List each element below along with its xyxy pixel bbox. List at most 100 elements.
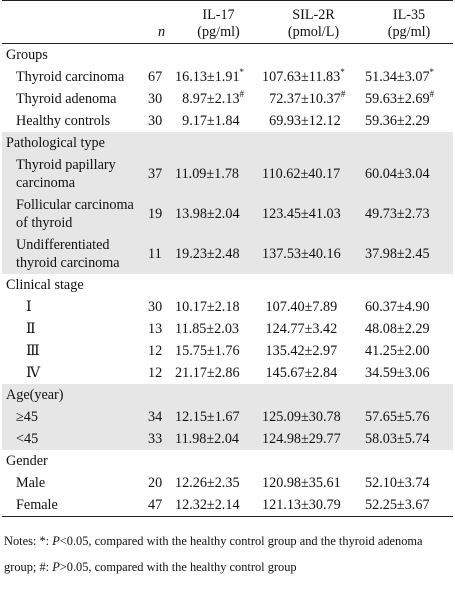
row-n: 12 xyxy=(148,343,163,359)
row-sil2r-value: 135.42±2.97 xyxy=(265,343,338,359)
row-il17: 12.15±1.67 xyxy=(175,406,262,428)
row-sil2r-value: 72.37±10.37 xyxy=(269,91,341,107)
row-il35: 52.10±3.74 xyxy=(365,475,430,491)
row-il35: 57.65±5.76 xyxy=(365,406,453,428)
row-sil2r: 110.62±40.17 xyxy=(262,154,365,194)
row-label: Undifferentiated thyroid carcinoma xyxy=(2,234,148,274)
notes-p-symbol-2: P xyxy=(52,560,60,574)
table-row: <45 33 11.98±2.04 124.98±29.77 58.03±5.7… xyxy=(2,428,453,450)
notes-text-2: >0.05, compared with the healthy control… xyxy=(59,560,297,574)
row-il35-mark: # xyxy=(429,89,435,99)
row-il35-value: 59.36±2.29 xyxy=(365,113,430,129)
header-sil2r-name: SIL-2R xyxy=(292,7,335,23)
header-il35-name: IL-35 xyxy=(392,7,426,23)
row-label: Thyroid papillary carcinoma xyxy=(2,154,148,194)
row-sil2r-value: 107.63±11.83 xyxy=(262,69,341,85)
row-label: <45 xyxy=(2,428,148,450)
header-il17-name: IL-17 xyxy=(202,7,235,23)
section-title-clinical-stage: Clinical stage xyxy=(2,274,453,296)
row-label: ≥45 xyxy=(2,406,148,428)
header-il35: IL-35 (pg/ml) xyxy=(365,1,453,44)
row-label: Ⅰ xyxy=(26,299,32,315)
header-n: n xyxy=(157,24,166,40)
table-row: Ⅱ 13 11.85±2.03 124.77±3.42 48.08±2.29 xyxy=(2,318,453,340)
section-title: Age(year) xyxy=(2,384,453,406)
row-label: Ⅲ xyxy=(26,343,40,359)
section-title-age: Age(year) xyxy=(2,384,453,406)
row-il35: 34.59±3.06 xyxy=(365,365,430,381)
row-n: 30 xyxy=(148,91,163,107)
header-il17-unit: (pg/ml) xyxy=(197,24,240,40)
section-title: Clinical stage xyxy=(6,277,84,293)
row-il35: 60.37±4.90 xyxy=(365,299,430,315)
row-n: 30 xyxy=(148,113,163,129)
row-label: Healthy controls xyxy=(16,113,111,129)
section-title-pathological-type: Pathological type xyxy=(2,132,453,154)
row-n: 37 xyxy=(148,154,175,194)
row-il17-mark: # xyxy=(239,89,245,99)
table-row: Healthy controls 30 9.17±1.84 69.93±12.1… xyxy=(2,110,453,132)
section-title-gender: Gender xyxy=(2,450,453,472)
notes-text-1: <0.05, compared with the healthy control… xyxy=(4,534,423,574)
row-n: 34 xyxy=(148,406,175,428)
row-il35: 59.36±2.29 xyxy=(365,110,453,132)
row-il17: 13.98±2.04 xyxy=(175,194,262,234)
row-label-line2: thyroid carcinoma xyxy=(16,255,120,271)
row-label-line2: of thyroid xyxy=(16,215,73,231)
row-il17: 11.85±2.03 xyxy=(175,321,240,337)
row-sil2r: 137.53±40.16 xyxy=(262,234,365,274)
row-label-line1: Thyroid papillary xyxy=(16,157,116,173)
row-sil2r-mark: * xyxy=(340,67,345,77)
table-row: Thyroid papillary carcinoma 37 11.09±1.78… xyxy=(2,154,453,194)
table-header-row: n IL-17 (pg/ml) SIL-2R (pmol/L) IL-35 (p… xyxy=(2,0,453,44)
row-sil2r: 72.37±10.37# xyxy=(262,88,365,110)
row-label: Follicular carcinoma of thyroid xyxy=(2,194,148,234)
row-n: 33 xyxy=(148,428,175,450)
row-il17: 8.97±2.13# xyxy=(175,88,262,110)
row-il17-mark: * xyxy=(239,67,245,77)
row-n: 30 xyxy=(148,299,163,315)
row-il17: 19.23±2.48 xyxy=(175,234,262,274)
row-il35: 48.08±2.29 xyxy=(365,321,430,337)
row-il17: 11.09±1.78 xyxy=(175,154,262,194)
row-il17-value: 8.97±2.13 xyxy=(182,91,240,107)
row-il17-value: 9.17±1.84 xyxy=(182,113,240,129)
data-table-container: n IL-17 (pg/ml) SIL-2R (pmol/L) IL-35 (p… xyxy=(2,0,453,517)
row-sil2r-mark: # xyxy=(340,89,346,99)
row-sil2r: 124.77±3.42 xyxy=(262,318,365,340)
row-il17: 10.17±2.18 xyxy=(175,299,240,315)
row-n: 20 xyxy=(148,475,163,491)
table-row: Ⅰ 30 10.17±2.18 107.40±7.89 60.37±4.90 xyxy=(2,296,453,318)
row-il35: 37.98±2.45 xyxy=(365,234,453,274)
row-il35: 59.63±2.69# xyxy=(365,88,453,110)
row-n: 13 xyxy=(148,321,163,337)
header-il17: IL-17 (pg/ml) xyxy=(175,1,262,44)
row-sil2r: 120.98±35.61 xyxy=(262,475,341,491)
row-n: 67 xyxy=(148,69,163,85)
row-il35: 51.34±3.07* xyxy=(365,66,453,88)
row-il17: 9.17±1.84 xyxy=(175,110,262,132)
header-sil2r-unit: (pmol/L) xyxy=(287,24,340,40)
row-sil2r: 125.09±30.78 xyxy=(262,406,365,428)
row-n: 47 xyxy=(148,494,175,517)
row-il35: 49.73±2.73 xyxy=(365,194,453,234)
row-label: Female xyxy=(2,494,148,517)
section-title: Groups xyxy=(6,47,48,63)
table-row: ≥45 34 12.15±1.67 125.09±30.78 57.65±5.7… xyxy=(2,406,453,428)
notes-prefix: Notes: *: xyxy=(4,534,53,548)
row-sil2r-value: 69.93±12.12 xyxy=(269,113,341,129)
row-sil2r-value: 107.40±7.89 xyxy=(265,299,338,315)
header-il35-unit: (pg/ml) xyxy=(387,24,431,40)
row-il35: 58.03±5.74 xyxy=(365,428,453,450)
section-title-groups: Groups xyxy=(2,44,453,67)
row-sil2r-value: 145.67±2.84 xyxy=(265,365,338,381)
row-il17: 11.98±2.04 xyxy=(175,428,262,450)
row-sil2r-value: 124.77±3.42 xyxy=(265,321,338,337)
row-il35: 60.04±3.04 xyxy=(365,154,453,194)
row-label: Ⅱ xyxy=(26,321,36,337)
table-notes: Notes: *: P<0.05, compared with the heal… xyxy=(4,528,450,580)
header-label xyxy=(2,1,148,44)
table-row: Ⅲ 12 15.75±1.76 135.42±2.97 41.25±2.00 xyxy=(2,340,453,362)
section-title: Gender xyxy=(6,453,48,469)
row-sil2r: 107.63±11.83* xyxy=(262,66,365,88)
